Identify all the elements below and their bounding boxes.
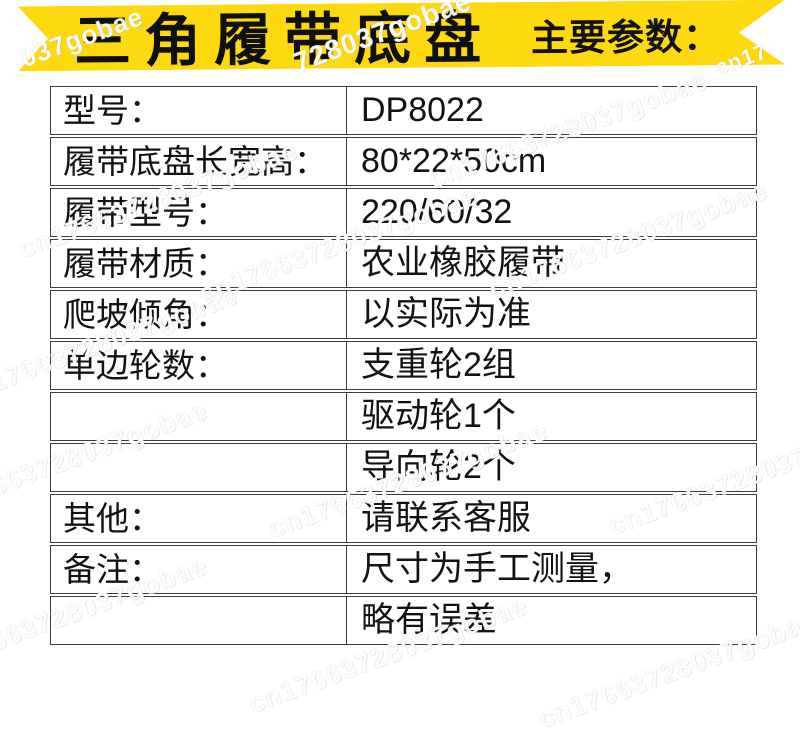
table-row: 导向轮2个 xyxy=(50,443,757,492)
spec-label: 型号： xyxy=(51,87,347,134)
table-row: 略有误差 xyxy=(50,596,757,645)
table-row: 履带型号： 220/60/32 xyxy=(50,188,757,237)
spec-table: 型号： DP8022 履带底盘长宽高： 80*22*50cm 履带型号： 220… xyxy=(50,86,757,647)
banner-subtitle: 主要参数： xyxy=(530,15,722,59)
spec-value: 驱动轮1个 xyxy=(361,397,516,435)
spec-label: 履带材质： xyxy=(51,240,347,287)
spec-value: 导向轮2个 xyxy=(361,448,516,486)
table-row: 其他： 请联系客服 xyxy=(50,494,757,543)
spec-label: 其他： xyxy=(51,495,347,542)
spec-value: DP8022 xyxy=(361,91,484,129)
table-row: 备注： 尺寸为手工测量， xyxy=(50,545,757,594)
spec-label: 备注： xyxy=(51,546,347,593)
spec-label xyxy=(51,597,347,644)
title-banner: 三角履带底盘 主要参数： xyxy=(18,0,786,71)
spec-value: 220/60/32 xyxy=(361,193,513,231)
spec-label: 履带型号： xyxy=(51,189,347,236)
spec-label xyxy=(51,393,347,440)
table-row: 驱动轮1个 xyxy=(50,392,757,441)
spec-value: 80*22*50cm xyxy=(361,142,547,180)
spec-value: 尺寸为手工测量， xyxy=(361,550,633,588)
spec-label: 单边轮数： xyxy=(51,342,347,389)
spec-label: 履带底盘长宽高： xyxy=(51,138,347,185)
table-row: 单边轮数： 支重轮2组 xyxy=(50,341,757,390)
spec-value: 支重轮2组 xyxy=(361,346,516,384)
table-row: 爬坡倾角： 以实际为准 xyxy=(50,290,757,339)
table-row: 型号： DP8022 xyxy=(50,86,757,135)
page-title: 三角履带底盘 xyxy=(73,6,495,74)
spec-value: 略有误差 xyxy=(361,601,497,639)
table-row: 履带底盘长宽高： 80*22*50cm xyxy=(50,137,757,186)
spec-label xyxy=(51,444,347,491)
spec-value: 农业橡胶履带 xyxy=(361,244,565,282)
spec-value: 请联系客服 xyxy=(361,499,531,537)
spec-value: 以实际为准 xyxy=(361,295,531,333)
spec-label: 爬坡倾角： xyxy=(51,291,347,338)
table-row: 履带材质： 农业橡胶履带 xyxy=(50,239,757,288)
